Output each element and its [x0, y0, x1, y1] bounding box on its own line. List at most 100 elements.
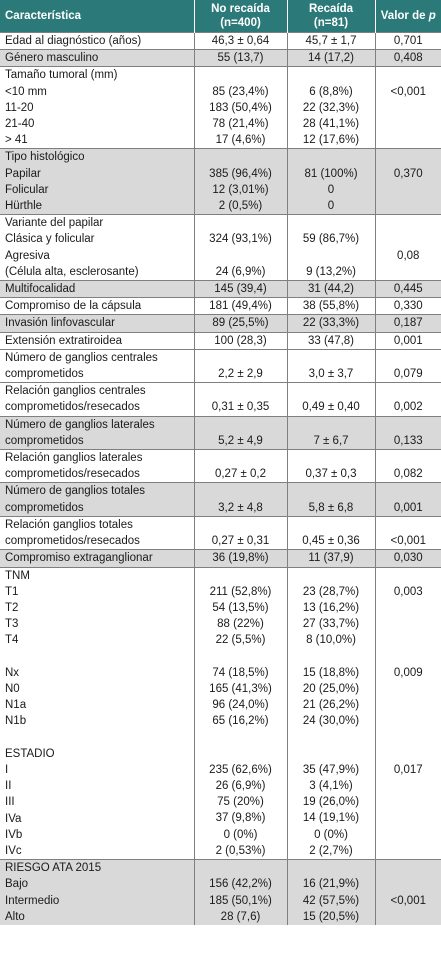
characteristic-cell: Relación ganglios laterales comprometidos… [0, 449, 195, 483]
no-relapse-cell: 211 (52,8%) 54 (13,5%) 88 (22%) 22 (5,5%) 74… [194, 566, 288, 860]
cell-line: 0 [327, 183, 335, 196]
no-relapse-cell: 85 (23,4%) 183 (50,4%) 78 (21,4%) 17 (4,6%) [194, 66, 288, 149]
cell-line: Género masculino [5, 52, 99, 65]
pvalue-cell: 0,030 [375, 549, 441, 567]
cell-line [379, 697, 439, 713]
cell-line: (Célula alta, esclerosante) [5, 265, 139, 278]
cell-line: Tipo histológico [5, 151, 85, 164]
cell-line: 85 (23,4%) [212, 85, 269, 98]
no-relapse-cell: 2,2 ± 2,9 [194, 348, 288, 383]
cell-line: 3,2 ± 4,8 [218, 501, 263, 514]
cell-line [379, 198, 439, 214]
cell-line: 0,017 [393, 763, 423, 776]
cell-line [291, 417, 372, 433]
cell-line: N1a [5, 699, 27, 712]
header-no-relapse: No recaída (n=400) [194, 0, 288, 33]
pvalue-cell: 0,445 [375, 280, 441, 298]
cell-line [379, 876, 439, 892]
relapse-cell: 45,7 ± 1,7 [287, 31, 376, 50]
cell-line [198, 350, 284, 366]
cell-line: Número de ganglios laterales [5, 418, 155, 431]
cell-line [291, 483, 372, 499]
cell-line: 2 (0,5%) [218, 200, 263, 213]
cell-line: 23 (28,7%) [302, 585, 360, 598]
cell-line: Edad al diagnóstico (años) [5, 35, 142, 47]
relapse-cell: 11 (37,9) [287, 549, 376, 567]
cell-line: 0,079 [393, 368, 423, 381]
cell-line [379, 483, 439, 499]
cell-line: 78 (21,4%) [212, 118, 269, 130]
cell-line: 2 (2,7%) [309, 844, 353, 857]
relapse-cell: 0,37 ± 0,3 [287, 449, 376, 483]
cell-line: 88 (22%) [217, 618, 264, 631]
cell-line: 59 (86,7%) [302, 233, 360, 246]
pvalue-cell: 0,002 [375, 382, 441, 417]
cell-line: 81 (100%) [304, 167, 358, 180]
cell-line: Compromiso extraganglionar [5, 552, 153, 565]
table-row: Número de ganglios totales comprometidos 3… [0, 482, 441, 517]
cell-line [379, 450, 439, 466]
cell-line: 0,31 ± 0,35 [211, 401, 270, 414]
cell-line [379, 517, 439, 533]
cell-line: ESTADIO [5, 747, 55, 760]
cell-line [379, 909, 439, 925]
cell-line: T3 [5, 618, 19, 631]
pvalue-cell: 0,001 [375, 482, 441, 517]
cell-line: 38 (55,8%) [302, 300, 360, 313]
cell-line: 19 (26,0%) [302, 796, 360, 809]
cell-line: 14 (19,1%) [302, 812, 360, 825]
cell-line: Número de ganglios centrales [5, 351, 158, 364]
cell-line: 13 (16,2%) [302, 601, 360, 614]
cell-line: 181 (49,4%) [209, 300, 272, 313]
relapse-cell: 0,45 ± 0,36 [287, 515, 376, 550]
cell-line [5, 730, 191, 746]
characteristic-cell: Compromiso extraganglionar [0, 549, 195, 567]
cell-line: 45,7 ± 1,7 [305, 35, 357, 47]
pvalue-cell: 0,003 0,009 0,017 [375, 566, 441, 860]
characteristic-cell: Número de ganglios totales comprometidos [0, 482, 195, 517]
table-row: Invasión linfovascular 89 (25,5%) 22 (33,3… [0, 314, 441, 333]
table-body: Edad al diagnóstico (años) 46,3 ± 0,64 45,… [0, 31, 441, 925]
characteristic-cell: Multifocalidad [0, 280, 195, 298]
cell-line: 145 (39,4) [214, 283, 267, 296]
cell-line: 0,49 ± 0,40 [302, 401, 360, 414]
cell-line [198, 450, 284, 466]
cell-line: 0,08 [397, 249, 420, 262]
cell-line: IVa [5, 812, 22, 825]
cell-line: Papilar [5, 167, 41, 180]
characteristic-cell: Relación ganglios centrales comprometidos… [0, 382, 195, 417]
cell-line: Intermedio [5, 894, 60, 907]
cell-line: 0,45 ± 0,36 [302, 535, 360, 548]
cell-line: <0,001 [390, 85, 427, 98]
cell-line [198, 248, 284, 264]
cell-line: 17 (4,6%) [215, 134, 266, 147]
no-relapse-cell: 156 (42,2%) 185 (50,1%) 28 (7,6) [194, 859, 288, 925]
cell-line: 0 [327, 200, 335, 213]
header-pvalue-label: Valor de [380, 10, 429, 22]
relapse-cell: 7 ± 6,7 [287, 415, 376, 450]
cell-line [379, 746, 439, 762]
no-relapse-cell: 0,27 ± 0,2 [194, 449, 288, 483]
cell-line: 156 (42,2%) [209, 878, 272, 891]
cell-line: 15 (18,8%) [302, 666, 360, 679]
cell-line: Nx [5, 666, 20, 679]
cell-line: N0 [5, 682, 20, 695]
cell-line: 54 (13,5%) [212, 601, 269, 614]
cell-line: 0,009 [393, 666, 423, 679]
cell-line [379, 350, 439, 366]
header-relapse-label: Recaída [308, 3, 354, 15]
cell-line: 22 (33,3%) [302, 317, 360, 330]
relapse-cell: 33 (47,8) [287, 331, 376, 350]
table-header-row: Característica No recaída (n=400) Recaíd… [0, 0, 441, 33]
cell-line [379, 713, 439, 729]
characteristic-cell: Número de ganglios centrales comprometido… [0, 348, 195, 383]
cell-line [291, 67, 372, 83]
relapse-cell: 6 (8,8%) 22 (32,3%) 28 (41,1%) 12 (17,6%) [287, 66, 376, 149]
cell-line [291, 248, 372, 264]
cell-line: 15 (20,5%) [302, 910, 360, 923]
characteristics-table: Característica No recaída (n=400) Recaíd… [0, 0, 441, 925]
cell-line [379, 600, 439, 616]
pvalue-cell: <0,001 [375, 66, 441, 149]
relapse-cell: 0,49 ± 0,40 [287, 382, 376, 417]
characteristic-cell: Compromiso de la cápsula [0, 297, 195, 315]
